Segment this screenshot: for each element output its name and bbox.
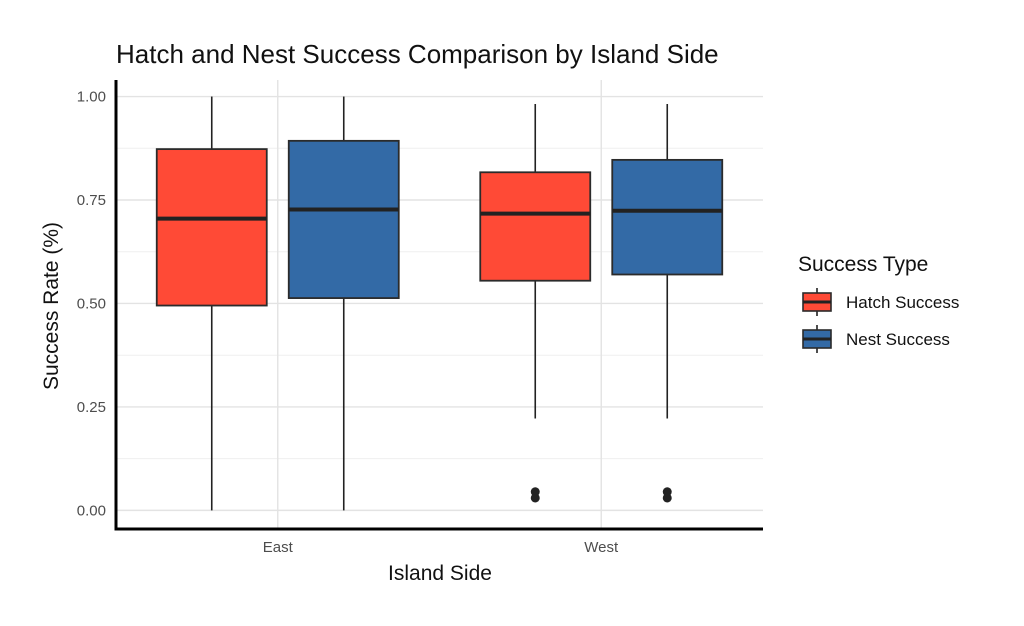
outlier-point (662, 487, 672, 497)
legend-item-nest-success: Nest Success (802, 325, 950, 353)
box-nest-success-west (611, 104, 724, 503)
y-tick-label: 0.50 (77, 295, 106, 312)
box-body (611, 158, 724, 276)
y-tick-label: 0.75 (77, 192, 106, 209)
box-body (155, 148, 268, 307)
y-tick-label: 0.25 (77, 399, 106, 416)
boxes (155, 96, 724, 511)
legend-item-hatch-success: Hatch Success (802, 288, 959, 316)
legend-label: Hatch Success (846, 293, 959, 312)
box-hatch-success-west (479, 104, 592, 503)
axes (114, 80, 763, 531)
outlier-point (530, 493, 540, 503)
x-axis-title: Island Side (388, 562, 492, 585)
legend: Success Type Hatch Success Nest Success (798, 253, 959, 353)
y-tick-label: 1.00 (77, 89, 106, 106)
box-nest-success-east (287, 96, 400, 511)
box-hatch-success-east (155, 96, 268, 511)
y-axis-title: Success Rate (%) (40, 222, 63, 390)
outlier-point (530, 487, 540, 497)
x-tick-label: East (263, 539, 294, 556)
chart-title: Hatch and Nest Success Comparison by Isl… (116, 39, 719, 69)
y-tick-label: 0.00 (77, 502, 106, 519)
x-tick-label: West (584, 539, 619, 556)
x-tick-labels: East West (263, 539, 619, 556)
legend-label: Nest Success (846, 330, 950, 349)
legend-title: Success Type (798, 253, 928, 276)
outlier-point (662, 493, 672, 503)
y-tick-labels: 0.00 0.25 0.50 0.75 1.00 (77, 89, 106, 520)
box-body (287, 139, 400, 299)
box-body (479, 171, 592, 282)
